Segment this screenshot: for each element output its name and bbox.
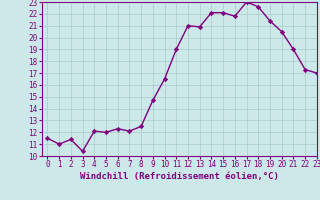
X-axis label: Windchill (Refroidissement éolien,°C): Windchill (Refroidissement éolien,°C) — [80, 172, 279, 181]
